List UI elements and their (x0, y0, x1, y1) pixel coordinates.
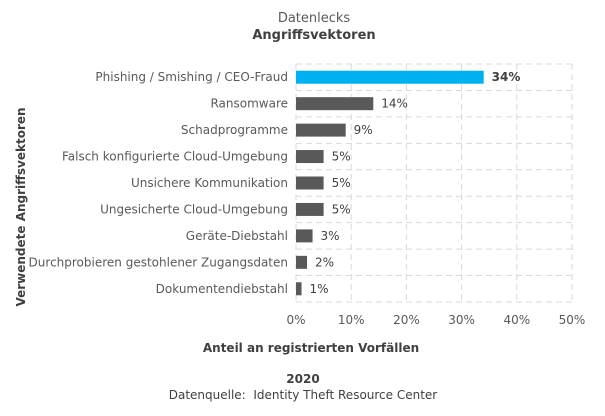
data-label: 2% (315, 255, 334, 269)
bar (296, 282, 302, 296)
bar (296, 150, 324, 164)
category-label: Ransomware (210, 97, 288, 111)
data-label: 14% (381, 97, 408, 111)
x-axis-label: Anteil an registrierten Vorfällen (203, 341, 419, 355)
category-label: Phishing / Smishing / CEO-Fraud (95, 70, 288, 84)
category-label: Schadprogramme (181, 123, 288, 137)
category-label: Durchprobieren gestohlener Zugangsdaten (29, 255, 288, 269)
bar (296, 229, 313, 243)
category-label: Falsch konfigurierte Cloud-Umgebung (62, 150, 288, 164)
bar (296, 255, 308, 269)
data-label: 5% (332, 176, 351, 190)
category-label: Dokumentendiebstahl (156, 282, 288, 296)
data-label: 9% (354, 123, 373, 137)
x-tick-labels: 0% 10% 20% 30% 40% 50% (286, 313, 585, 327)
data-label: 3% (321, 229, 340, 243)
chart-title: Datenlecks (278, 11, 351, 26)
category-label: Ungesicherte Cloud-Umgebung (100, 202, 288, 216)
bar (296, 70, 484, 84)
y-axis-label: Verwendete Angriffsvektoren (14, 107, 28, 306)
footer-year: 2020 (286, 372, 319, 386)
chart-subtitle: Angriffsvektoren (252, 28, 375, 43)
value-labels: 34%14%9%5%5%5%3%2%1% (310, 70, 521, 296)
bar (296, 123, 346, 137)
grid-lines (295, 63, 573, 303)
category-label: Unsichere Kommunikation (131, 176, 288, 190)
bars (296, 70, 484, 296)
data-label: 5% (332, 202, 351, 216)
bar (296, 97, 374, 111)
x-tick-label: 40% (503, 313, 530, 327)
x-tick-label: 10% (338, 313, 365, 327)
data-label: 1% (310, 282, 329, 296)
x-tick-label: 50% (559, 313, 586, 327)
data-label: 5% (332, 150, 351, 164)
footer-source: Datenquelle: Identity Theft Resource Cen… (169, 388, 438, 402)
data-label: 34% (492, 70, 521, 84)
x-tick-label: 20% (393, 313, 420, 327)
category-labels: Phishing / Smishing / CEO-Fraud Ransomwar… (29, 70, 288, 296)
x-tick-label: 0% (286, 313, 305, 327)
bar (296, 176, 324, 190)
x-tick-label: 30% (448, 313, 475, 327)
bar (296, 202, 324, 216)
category-label: Geräte-Diebstahl (186, 229, 288, 243)
